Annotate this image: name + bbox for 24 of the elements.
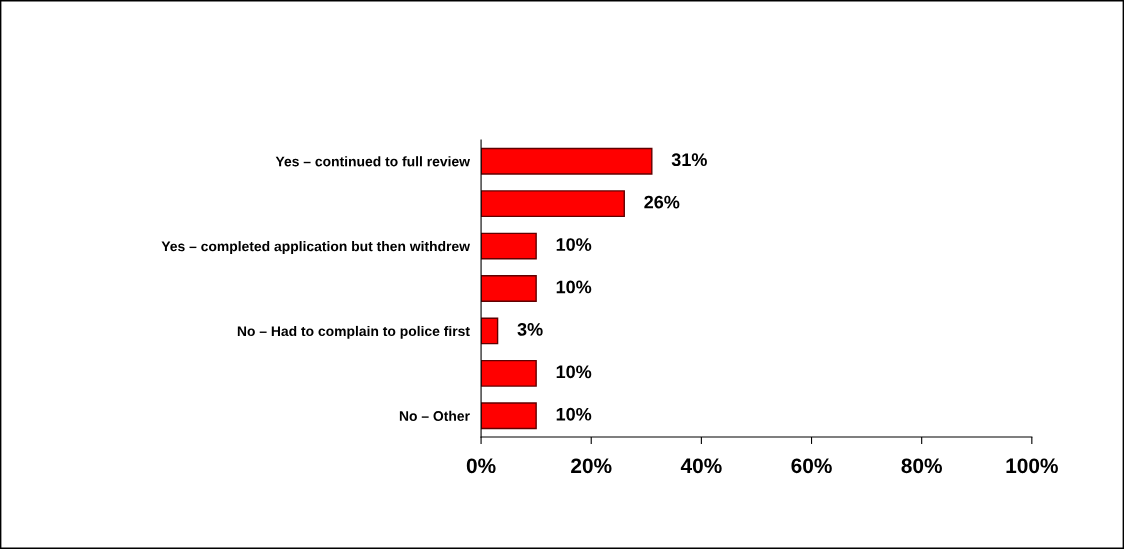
- data-label: 10%: [556, 238, 592, 251]
- bar: [481, 275, 537, 302]
- bar: [481, 402, 537, 430]
- bar: [481, 317, 499, 345]
- y-tick-label: No – Other: [399, 410, 470, 421]
- x-tick-label: 60%: [791, 458, 832, 474]
- data-label: 10%: [556, 280, 592, 294]
- x-tick-label: 100%: [1006, 458, 1058, 474]
- bar: [481, 359, 537, 387]
- x-tick-label: 80%: [901, 458, 942, 474]
- data-label: 10%: [556, 365, 592, 379]
- data-label: 31%: [671, 153, 707, 167]
- x-tick-label: 20%: [571, 458, 612, 474]
- data-label: 26%: [644, 195, 680, 209]
- data-label: 10%: [556, 407, 592, 421]
- y-tick-label: No – Had to complain to police first: [237, 325, 470, 339]
- bar: [481, 147, 653, 175]
- x-tick-label: 40%: [680, 458, 722, 474]
- bar: [481, 190, 625, 218]
- x-tick-label: 0%: [466, 458, 496, 474]
- y-tick-label: Yes – completed application but then withdrew: [161, 241, 471, 254]
- y-tick-label: Yes – continued to full review: [275, 156, 470, 167]
- data-label: 3%: [517, 322, 543, 336]
- bar: [481, 232, 537, 260]
